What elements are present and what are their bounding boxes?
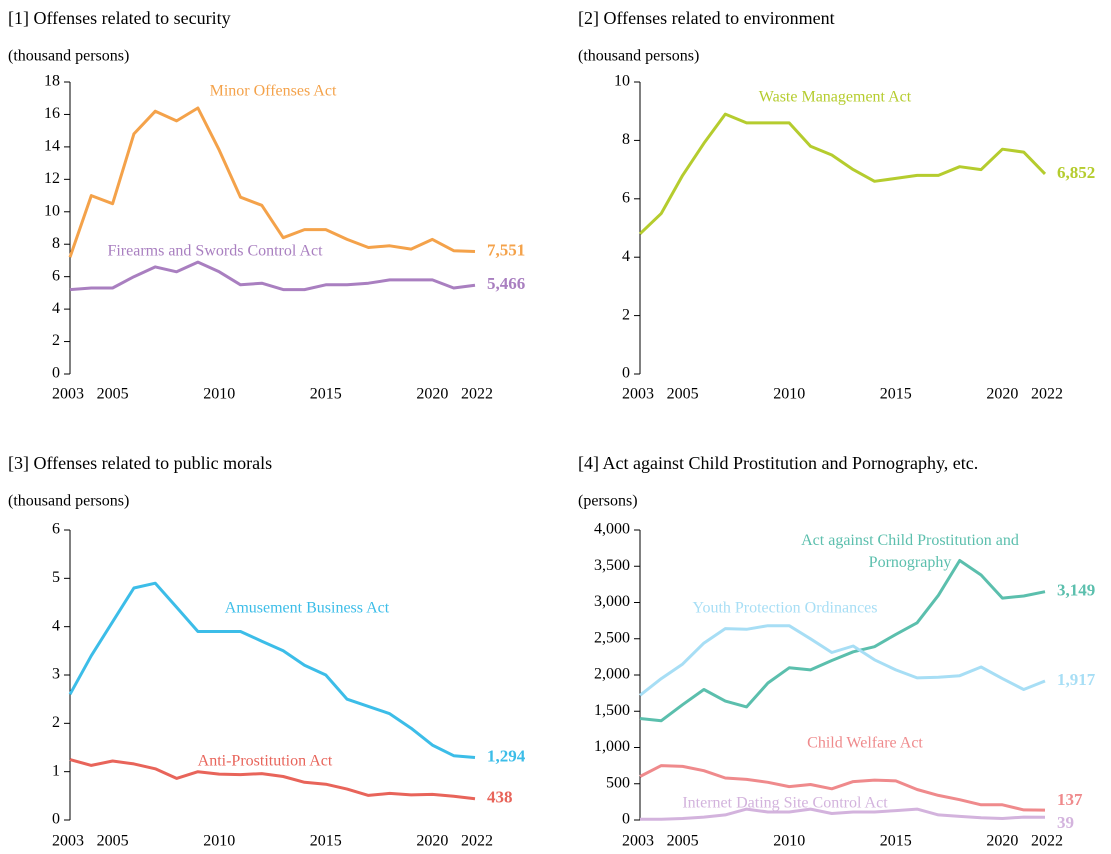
x-tick-label: 2015 <box>310 386 342 403</box>
x-tick-label: 2010 <box>203 833 235 850</box>
chart-title: [1] Offenses related to security <box>8 8 231 28</box>
y-tick-label: 4 <box>622 248 630 265</box>
x-tick-label: 2020 <box>986 386 1018 403</box>
y-tick-label: 500 <box>606 774 630 791</box>
series-name: Internet Dating Site Control Act <box>682 795 888 812</box>
series-line <box>639 624 1046 697</box>
series-name: Waste Management Act <box>759 89 912 106</box>
y-tick-label: 3 <box>52 666 60 683</box>
panel: [4] Act against Child Prostitution and P… <box>578 453 1096 850</box>
x-tick-label: 2005 <box>667 833 699 850</box>
end-label: 1,917 <box>1057 670 1096 689</box>
x-tick-label: 2005 <box>667 386 699 403</box>
y-tick-label: 0 <box>622 365 630 382</box>
end-label: 3,149 <box>1057 581 1095 600</box>
y-axis-label: (thousand persons) <box>578 48 699 65</box>
y-tick-label: 6 <box>52 267 60 284</box>
x-tick-label: 2015 <box>880 386 912 403</box>
y-tick-label: 1 <box>52 762 60 779</box>
x-tick-label: 2022 <box>461 833 493 850</box>
series-line <box>639 559 1046 723</box>
y-tick-label: 3,000 <box>594 593 630 610</box>
end-label: 137 <box>1057 790 1083 809</box>
y-tick-label: 8 <box>52 235 60 252</box>
series-line <box>639 764 1046 812</box>
x-tick-label: 2022 <box>1031 833 1063 850</box>
series-line <box>68 581 476 759</box>
y-tick-label: 2 <box>622 306 630 323</box>
y-tick-label: 14 <box>44 138 60 155</box>
y-tick-label: 4 <box>52 300 60 317</box>
panel: [1] Offenses related to security (thousan… <box>8 8 525 403</box>
end-label: 7,551 <box>487 240 525 259</box>
y-axis-label: (persons) <box>578 493 638 510</box>
y-axis-label: (thousand persons) <box>8 48 129 65</box>
x-tick-label: 2015 <box>310 833 342 850</box>
series-name: Minor Offenses Act <box>210 83 337 100</box>
series-line <box>68 106 476 258</box>
series-name: Act against Child Prostitution and Porno… <box>801 532 1019 571</box>
y-tick-label: 3,500 <box>594 557 630 574</box>
chart-title: [2] Offenses related to environment <box>578 8 835 28</box>
y-tick-label: 4 <box>52 617 60 634</box>
series-line <box>69 758 476 801</box>
x-tick-label: 2022 <box>461 386 493 403</box>
chart-title: [3] Offenses related to public morals <box>8 453 272 473</box>
y-tick-label: 16 <box>44 105 60 122</box>
y-tick-label: 2,000 <box>594 666 630 683</box>
series-line <box>638 112 1047 235</box>
end-label: 1,294 <box>487 746 526 765</box>
panel: [2] Offenses related to environment (thou… <box>578 8 1095 403</box>
end-label: 6,852 <box>1057 163 1095 182</box>
y-tick-label: 4,000 <box>594 521 630 538</box>
x-tick-label: 2003 <box>622 833 654 850</box>
series-name: Youth Protection Ordinances <box>692 600 877 617</box>
y-tick-label: 0 <box>52 365 60 382</box>
x-tick-label: 2010 <box>773 386 805 403</box>
series-line <box>69 260 476 292</box>
series-name: Anti-Prostitution Act <box>198 753 333 770</box>
series-name-box: Act against Child Prostitution and Porno… <box>801 532 1019 571</box>
y-tick-label: 12 <box>44 170 60 187</box>
y-tick-label: 0 <box>52 811 60 828</box>
end-label: 5,466 <box>487 274 525 293</box>
x-tick-label: 2015 <box>880 833 912 850</box>
end-label: 438 <box>487 788 513 807</box>
x-tick-label: 2010 <box>203 386 235 403</box>
y-tick-label: 10 <box>44 202 60 219</box>
series-line <box>640 807 1046 821</box>
y-tick-label: 5 <box>52 569 60 586</box>
y-tick-label: 10 <box>614 73 630 90</box>
x-tick-label: 2003 <box>52 833 84 850</box>
x-tick-label: 2020 <box>416 833 448 850</box>
y-tick-label: 0 <box>622 811 630 828</box>
x-tick-label: 2010 <box>773 833 805 850</box>
y-tick-label: 2,500 <box>594 629 630 646</box>
y-tick-label: 8 <box>622 131 630 148</box>
y-tick-label: 6 <box>622 189 630 206</box>
x-tick-label: 2005 <box>97 833 129 850</box>
y-tick-label: 1,000 <box>594 738 630 755</box>
series-name: Child Welfare Act <box>807 735 923 752</box>
series-name: Amusement Business Act <box>225 600 390 617</box>
y-tick-label: 18 <box>44 73 60 90</box>
chart-title: [4] Act against Child Prostitution and P… <box>578 453 978 473</box>
y-axis-label: (thousand persons) <box>8 493 129 510</box>
x-tick-label: 2022 <box>1031 386 1063 403</box>
x-tick-label: 2020 <box>986 833 1018 850</box>
panel: [3] Offenses related to public morals (th… <box>8 453 526 850</box>
y-tick-label: 2 <box>52 714 60 731</box>
x-tick-label: 2003 <box>622 386 654 403</box>
x-tick-label: 2003 <box>52 386 84 403</box>
y-tick-label: 1,500 <box>594 702 630 719</box>
end-label: 39 <box>1057 813 1074 832</box>
series-name: Firearms and Swords Control Act <box>107 243 323 260</box>
y-tick-label: 2 <box>52 332 60 349</box>
y-tick-label: 6 <box>52 521 60 538</box>
x-tick-label: 2005 <box>97 386 129 403</box>
x-tick-label: 2020 <box>416 386 448 403</box>
